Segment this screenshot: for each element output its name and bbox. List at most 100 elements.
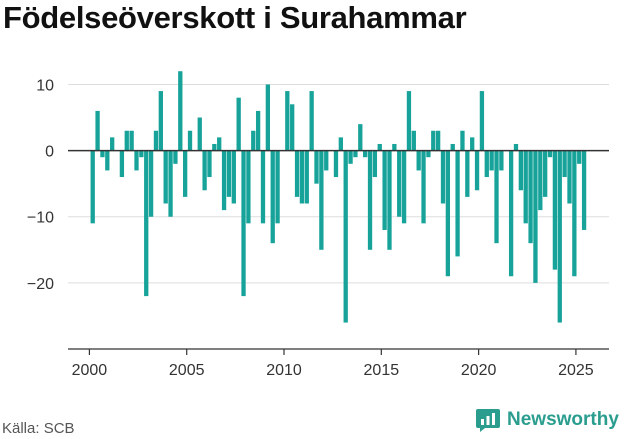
bar <box>484 150 489 178</box>
x-tick-label: 2015 <box>364 362 400 379</box>
bar <box>431 130 436 151</box>
bar <box>95 110 100 151</box>
bar <box>348 150 353 164</box>
bar <box>221 150 227 211</box>
bar <box>144 150 149 297</box>
bar <box>290 104 295 151</box>
bar <box>392 143 397 151</box>
bar <box>168 150 173 217</box>
bar <box>460 130 465 151</box>
bar <box>294 150 300 197</box>
bar <box>343 150 348 323</box>
bar <box>212 143 217 151</box>
bar <box>163 150 168 204</box>
bar <box>474 150 480 191</box>
bar <box>105 150 110 171</box>
bar <box>382 150 387 230</box>
bar <box>416 150 421 171</box>
bar <box>411 130 416 151</box>
bar <box>304 150 309 204</box>
bar <box>197 117 202 151</box>
newsworthy-chat-chart-icon <box>476 409 500 432</box>
bar <box>581 150 587 230</box>
bar <box>479 91 485 151</box>
bar <box>178 71 183 151</box>
bar <box>173 150 178 164</box>
bar <box>100 150 105 158</box>
bar <box>523 150 528 224</box>
bar <box>567 150 572 204</box>
bar <box>543 150 548 197</box>
tick-labels: 10 0 −10 −20 2000 2005 2010 2015 2020 2025 <box>27 77 594 379</box>
bar <box>265 84 271 151</box>
bar <box>489 150 494 171</box>
bar <box>119 150 125 178</box>
axes <box>68 149 609 355</box>
bar <box>260 150 266 224</box>
y-tick-label: −10 <box>27 210 54 227</box>
bar <box>499 150 504 171</box>
bar <box>139 150 144 158</box>
bar <box>572 150 577 277</box>
bar <box>314 150 319 184</box>
brand-name: Newsworthy <box>507 409 619 430</box>
x-tick-label: 2025 <box>558 362 594 379</box>
x-tick-label: 2020 <box>461 362 497 379</box>
y-tick-label: 0 <box>45 144 54 161</box>
bar <box>309 91 314 151</box>
brand-logo[interactable]: Newsworthy <box>475 407 619 433</box>
bar <box>319 150 324 250</box>
bar <box>207 150 212 178</box>
bar <box>134 150 139 171</box>
bar <box>401 150 407 224</box>
bar <box>110 137 115 151</box>
bar <box>338 137 343 151</box>
bar <box>90 150 95 224</box>
bar <box>377 143 382 151</box>
bar <box>270 150 275 244</box>
bar <box>562 150 567 178</box>
bar <box>406 91 412 151</box>
bar <box>445 150 451 277</box>
bar <box>129 130 134 151</box>
bar <box>236 97 241 151</box>
x-tick-label: 2010 <box>266 362 302 379</box>
bar <box>470 137 475 151</box>
bar <box>367 150 373 250</box>
bar <box>187 130 193 151</box>
y-tick-label: 10 <box>36 77 54 94</box>
bar <box>465 150 470 197</box>
bar <box>363 150 368 158</box>
bar <box>358 124 363 151</box>
bar <box>217 137 222 151</box>
source-note: Källa: SCB <box>2 420 75 437</box>
bar <box>450 143 455 151</box>
bar <box>547 150 553 158</box>
bar <box>397 150 402 217</box>
bar <box>494 150 499 244</box>
bar <box>333 150 339 178</box>
bar-chart: 10 0 −10 −20 2000 2005 2010 2015 2020 2025 <box>27 71 609 379</box>
x-tick-label: 2005 <box>169 362 205 379</box>
bar <box>426 150 431 158</box>
bar <box>440 150 446 204</box>
bar <box>246 150 251 224</box>
bar <box>538 150 543 211</box>
bar <box>285 91 290 151</box>
bar <box>533 150 538 283</box>
bars <box>90 71 587 323</box>
bar <box>148 150 154 217</box>
bar <box>241 150 246 297</box>
x-tick-label: 2000 <box>72 362 108 379</box>
bar <box>153 130 159 151</box>
chart-title: Födelseöverskott i Surahammar <box>3 0 467 35</box>
bar <box>226 150 232 197</box>
bar <box>158 91 163 151</box>
bar <box>435 130 441 151</box>
bar <box>124 130 129 151</box>
bar <box>577 150 582 164</box>
grid-lines <box>68 83 609 284</box>
bar <box>518 150 523 191</box>
bar <box>421 150 426 224</box>
bar <box>557 150 562 323</box>
